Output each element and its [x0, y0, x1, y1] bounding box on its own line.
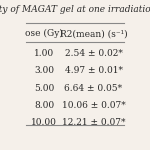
Text: 10.00: 10.00: [31, 118, 57, 127]
Text: ose (Gy): ose (Gy): [25, 29, 63, 38]
Text: 6.64 ± 0.05*: 6.64 ± 0.05*: [64, 84, 123, 93]
Text: lity of MAGAT gel at one irradiation: lity of MAGAT gel at one irradiation: [0, 4, 150, 14]
Text: 12.21 ± 0.07*: 12.21 ± 0.07*: [62, 118, 125, 127]
Text: R2(mean) (s⁻¹): R2(mean) (s⁻¹): [60, 29, 127, 38]
Text: 4.97 ± 0.01*: 4.97 ± 0.01*: [64, 66, 123, 75]
Text: 5.00: 5.00: [34, 84, 54, 93]
Text: 8.00: 8.00: [34, 101, 54, 110]
Text: 3.00: 3.00: [34, 66, 54, 75]
Text: 1.00: 1.00: [34, 49, 54, 58]
Text: 10.06 ± 0.07*: 10.06 ± 0.07*: [62, 101, 125, 110]
Text: 2.54 ± 0.02*: 2.54 ± 0.02*: [65, 49, 122, 58]
